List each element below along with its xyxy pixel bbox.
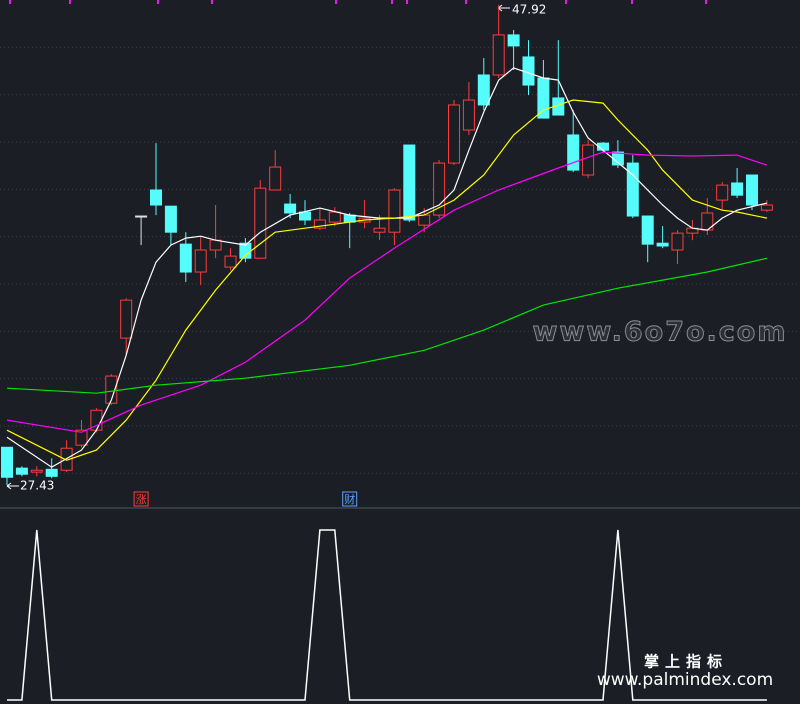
- candle-body: [194, 249, 207, 273]
- ma-line: [6, 67, 768, 468]
- candle-body: [45, 468, 58, 477]
- candle-body: [254, 187, 267, 259]
- min-arrow: [6, 482, 19, 490]
- indicator-line: [7, 529, 767, 701]
- candle-body: [403, 144, 416, 221]
- watermark: 掌上指标: [644, 653, 728, 671]
- candle-body: [30, 469, 43, 473]
- ma-line: [6, 99, 768, 461]
- candle-body: [1, 446, 13, 478]
- candle-body: [313, 219, 326, 229]
- candle-body: [626, 162, 639, 217]
- ma-line: [6, 257, 768, 394]
- candle-body: [105, 375, 118, 404]
- candle-body: [492, 34, 505, 76]
- candle-body: [582, 144, 595, 176]
- candle-body: [269, 166, 282, 191]
- event-box: [342, 491, 358, 507]
- candle-body: [507, 34, 520, 47]
- candle-body: [135, 215, 148, 218]
- candle-body: [15, 467, 28, 475]
- event-box: [133, 491, 149, 507]
- candle-body: [284, 203, 297, 214]
- date-markers: [9, 0, 707, 4]
- candle-body: [537, 77, 550, 119]
- candle-body: [760, 204, 773, 211]
- candle-body: [716, 184, 729, 201]
- candle-body: [75, 429, 88, 446]
- candle-body: [373, 227, 386, 233]
- min-label: 27.43: [20, 479, 54, 493]
- candle-body: [462, 99, 475, 131]
- candle-body: [656, 242, 669, 247]
- max-label: 47.92: [512, 3, 546, 17]
- candle-body: [671, 232, 684, 251]
- candle-body: [209, 239, 222, 251]
- candle-body: [746, 174, 758, 206]
- candle-body: [641, 215, 654, 245]
- candle-body: [448, 104, 460, 164]
- candle-body: [388, 189, 401, 233]
- candle-body: [179, 243, 192, 273]
- candle-body: [567, 134, 580, 171]
- event-label: 涨: [136, 493, 147, 506]
- candle-body: [522, 56, 535, 86]
- candle-body: [120, 299, 133, 339]
- candle-body: [477, 74, 490, 106]
- candle-body: [731, 182, 744, 196]
- candle-body: [418, 214, 431, 226]
- candle-body: [328, 211, 341, 223]
- watermark: www.6o7o.com: [533, 317, 788, 348]
- candle-body: [224, 255, 237, 268]
- watermark: www.palmindex.com: [597, 670, 773, 690]
- event-label: 财: [344, 492, 355, 506]
- candle-body: [150, 189, 162, 206]
- ma-line: [6, 151, 768, 433]
- candle-body: [433, 162, 446, 216]
- candle-body: [299, 211, 311, 221]
- candle-body: [164, 205, 177, 233]
